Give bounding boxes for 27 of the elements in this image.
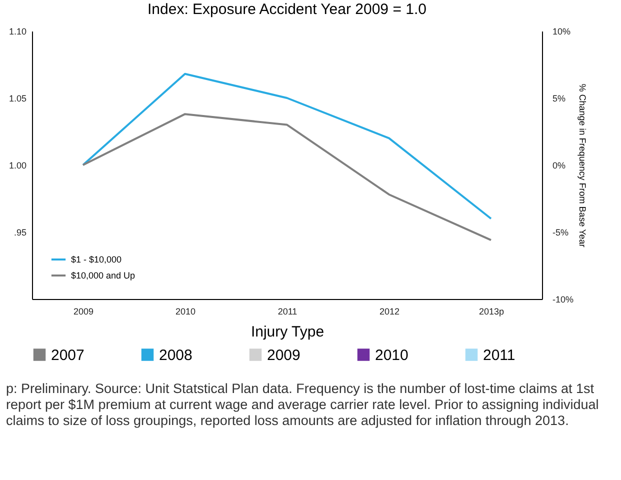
y-tick-label: 1.00 xyxy=(8,160,26,170)
x-tick-label: 2012 xyxy=(379,306,400,316)
legend-label: 2010 xyxy=(375,346,408,364)
y2-tick-label: 0% xyxy=(552,160,566,170)
y2-tick-label: 10% xyxy=(552,26,571,36)
legend-label: 2007 xyxy=(51,346,84,364)
x-tick-label: 2009 xyxy=(73,306,94,316)
y-tick-label: .95 xyxy=(14,228,26,238)
y2-tick-label: -10% xyxy=(552,294,574,304)
y2-tick-label: -5% xyxy=(552,228,569,238)
legend-label: 2011 xyxy=(483,346,516,364)
legend-label: 2009 xyxy=(267,346,300,364)
legend-label: $10,000 and Up xyxy=(71,270,136,280)
x-tick-label: 2013p xyxy=(478,306,504,316)
legend-label: 2008 xyxy=(159,346,192,364)
line-series xyxy=(82,113,492,242)
x-axis-title: Injury Type xyxy=(250,324,324,340)
legend-label: $1 - $10,000 xyxy=(71,254,122,264)
text: p: Preliminary. Source: Unit Statstical Plan data. Frequency is the number of lost-time claims at 1st report per $1M premium at current wage and average carrier rate level. Prior to assigning individual claims to size of loss groupings, reported loss amounts are adjusted for inflation through 2013. xyxy=(6,381,600,430)
line-series xyxy=(82,72,492,220)
y2-tick-label: 5% xyxy=(552,94,566,104)
y-tick-label: 1.05 xyxy=(8,94,26,104)
x-tick-label: 2010 xyxy=(175,306,196,316)
chart-title: Index: Exposure Accident Year 2009 = 1.0 xyxy=(148,1,426,18)
y-tick-label: 1.10 xyxy=(8,26,26,36)
y2-axis-title: % Change in Frequency From Base Year xyxy=(578,84,588,248)
x-tick-label: 2011 xyxy=(278,306,298,316)
